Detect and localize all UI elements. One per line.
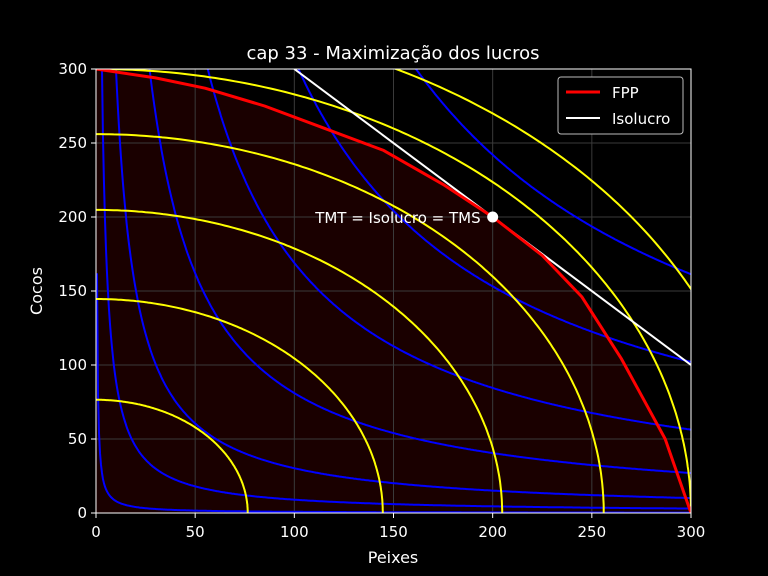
production-frontier-curve-5	[393, 69, 691, 291]
axis-ticks: 0 50 100 150 200 250 300 0 50 100 150 200 250 300	[58, 60, 705, 541]
indifference-curve-5	[297, 69, 691, 363]
legend-label-fpp: FPP	[612, 84, 639, 102]
x-tick-label-2: 100	[280, 523, 309, 541]
indifference-curve-4	[206, 69, 691, 431]
x-tick-label-5: 250	[578, 523, 607, 541]
y-tick-label-4: 200	[58, 208, 87, 226]
y-tick-label-3: 150	[58, 282, 87, 300]
production-frontier-curve-1	[96, 298, 384, 513]
legend: FPP Isolucro	[557, 76, 684, 135]
production-frontier-curve-2	[96, 208, 504, 513]
x-tick-label-4: 200	[478, 523, 507, 541]
production-frontier-curve-4	[96, 69, 691, 513]
x-tick-label-3: 150	[379, 523, 408, 541]
production-frontier-curve-0	[96, 398, 249, 513]
chart-title: cap 33 - Maximização dos lucros	[246, 43, 539, 64]
x-tick-label-1: 50	[186, 523, 205, 541]
x-tick-label-6: 300	[677, 523, 706, 541]
tangency-point	[487, 211, 499, 223]
y-tick-label-6: 300	[58, 60, 87, 78]
indifference-curve-3	[148, 69, 691, 475]
indifference-curve-6	[414, 69, 691, 276]
plot-area	[96, 69, 691, 513]
x-axis-label: Peixes	[368, 548, 419, 567]
fpp-line	[96, 69, 691, 513]
y-tick-label-2: 100	[58, 356, 87, 374]
x-tick-label-0: 0	[91, 523, 101, 541]
y-tick-label-5: 250	[58, 134, 87, 152]
y-tick-label-0: 0	[77, 504, 87, 522]
y-axis-label: Cocos	[27, 267, 46, 315]
y-tick-label-1: 50	[68, 430, 87, 448]
production-frontier-curve-3	[96, 133, 605, 513]
legend-label-isolucro: Isolucro	[612, 110, 670, 128]
annotation-label: TMT = Isolucro = TMS	[314, 209, 480, 227]
indifference-curve-1	[100, 69, 691, 510]
